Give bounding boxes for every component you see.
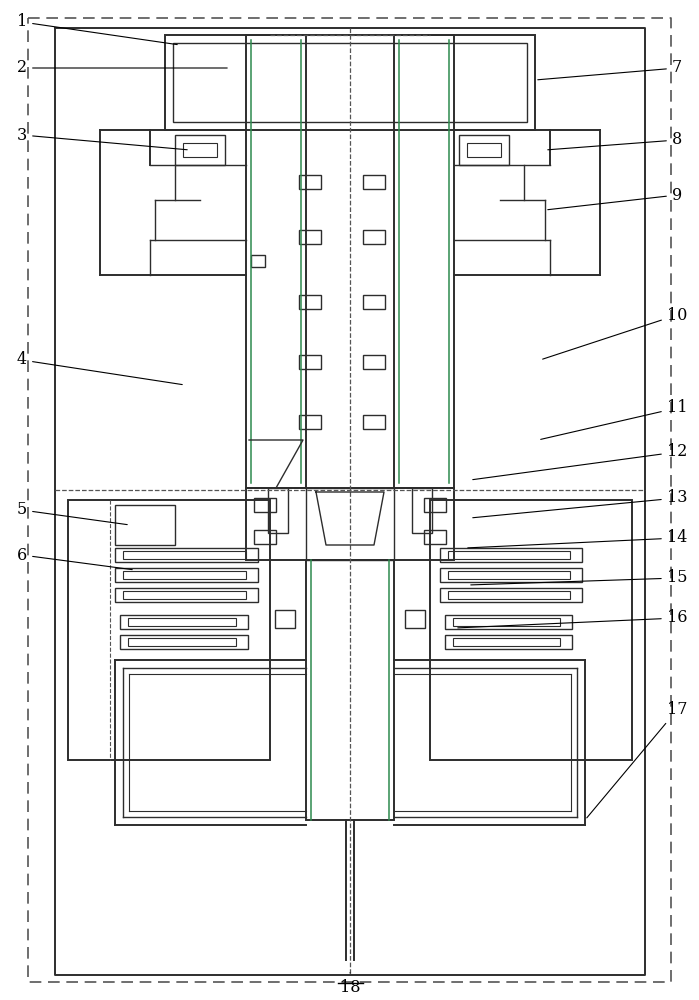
- Text: 10: 10: [542, 306, 687, 359]
- Bar: [123, 571, 246, 579]
- Bar: [120, 635, 248, 649]
- Bar: [363, 415, 385, 429]
- Bar: [440, 588, 582, 602]
- Bar: [412, 488, 432, 533]
- Bar: [173, 43, 527, 122]
- Text: 16: 16: [458, 609, 687, 628]
- Text: 8: 8: [548, 131, 682, 150]
- Bar: [275, 610, 295, 628]
- Text: 18: 18: [340, 973, 360, 996]
- Bar: [445, 615, 572, 629]
- Bar: [448, 551, 570, 559]
- Bar: [299, 230, 321, 244]
- Text: 17: 17: [586, 702, 687, 818]
- Text: 2: 2: [17, 60, 227, 77]
- Bar: [183, 143, 217, 157]
- Bar: [254, 530, 276, 544]
- Bar: [394, 35, 454, 488]
- Bar: [453, 638, 560, 646]
- Bar: [268, 488, 288, 533]
- Text: 9: 9: [548, 186, 682, 210]
- Bar: [363, 230, 385, 244]
- Bar: [115, 588, 258, 602]
- Bar: [115, 548, 258, 562]
- Bar: [424, 498, 446, 512]
- Bar: [306, 488, 394, 560]
- Bar: [363, 175, 385, 189]
- Bar: [306, 560, 394, 820]
- Bar: [175, 135, 225, 165]
- Bar: [453, 618, 560, 626]
- Bar: [254, 498, 276, 512]
- Text: 4: 4: [17, 352, 182, 385]
- Bar: [363, 355, 385, 369]
- Bar: [363, 295, 385, 309]
- Bar: [445, 635, 572, 649]
- Bar: [123, 551, 246, 559]
- Bar: [123, 591, 246, 599]
- Text: 5: 5: [17, 502, 127, 525]
- Bar: [246, 35, 306, 488]
- Bar: [299, 175, 321, 189]
- Text: 7: 7: [538, 60, 682, 80]
- Text: 1: 1: [17, 13, 178, 45]
- Bar: [128, 638, 236, 646]
- Bar: [120, 615, 248, 629]
- Bar: [467, 143, 501, 157]
- Bar: [115, 505, 175, 545]
- Bar: [405, 610, 425, 628]
- Bar: [251, 255, 265, 267]
- Bar: [299, 295, 321, 309]
- Bar: [299, 415, 321, 429]
- Bar: [430, 500, 632, 760]
- Bar: [115, 568, 258, 582]
- Bar: [459, 135, 509, 165]
- Text: 14: 14: [468, 530, 687, 548]
- Bar: [128, 618, 236, 626]
- Bar: [440, 568, 582, 582]
- Bar: [448, 571, 570, 579]
- Bar: [440, 548, 582, 562]
- Text: 15: 15: [470, 570, 687, 586]
- Bar: [424, 530, 446, 544]
- Bar: [68, 500, 270, 760]
- Text: 13: 13: [473, 489, 687, 518]
- Text: 12: 12: [473, 444, 687, 480]
- Bar: [246, 488, 454, 560]
- Bar: [165, 35, 535, 130]
- Text: 6: 6: [17, 546, 132, 570]
- Text: 3: 3: [17, 126, 187, 150]
- Text: 11: 11: [541, 399, 687, 439]
- Bar: [299, 355, 321, 369]
- Bar: [448, 591, 570, 599]
